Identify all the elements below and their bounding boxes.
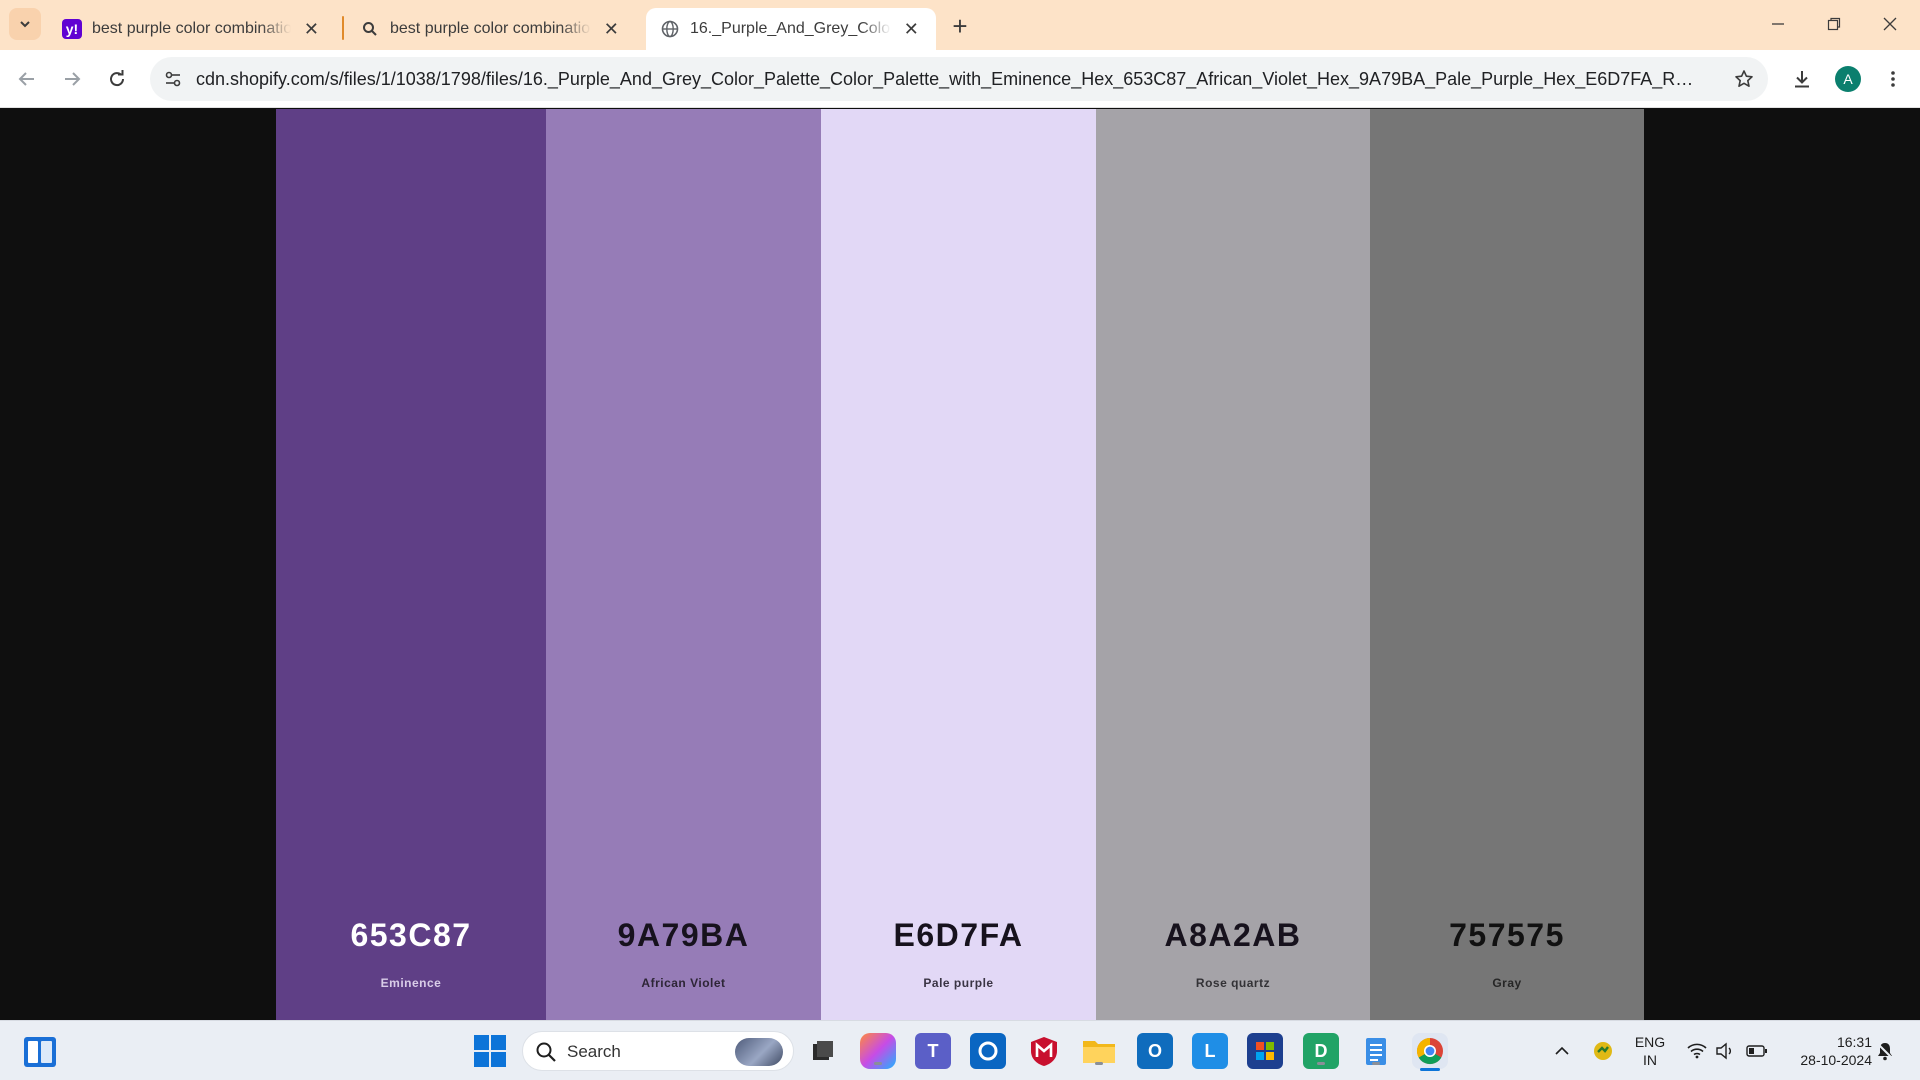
swatch-name: Pale purple [923, 976, 994, 990]
close-icon[interactable] [1862, 0, 1918, 48]
new-tab-icon[interactable]: + [952, 10, 968, 41]
close-tab-icon[interactable]: ✕ [903, 18, 919, 39]
mcafee-icon[interactable] [1026, 1033, 1062, 1069]
microsoft-store-icon[interactable] [1247, 1033, 1283, 1069]
swatch-eminence: 653C87 Eminence [276, 109, 546, 1020]
widgets-icon[interactable] [24, 1037, 56, 1067]
reload-icon[interactable] [99, 61, 135, 97]
yahoo-icon: y! [62, 19, 82, 39]
chevron-down-icon [20, 21, 30, 28]
search-placeholder: Search [567, 1042, 621, 1061]
search-icon [536, 1042, 556, 1062]
language-indicator[interactable]: ENG IN [1632, 1033, 1668, 1069]
url-text[interactable]: cdn.shopify.com/s/files/1/1038/1798/file… [196, 69, 1696, 89]
address-bar[interactable]: cdn.shopify.com/s/files/1/1038/1798/file… [150, 57, 1768, 101]
wifi-icon[interactable] [1684, 1035, 1710, 1067]
file-explorer-icon[interactable] [1081, 1033, 1117, 1069]
chrome-icon[interactable] [1412, 1033, 1448, 1071]
tab-title: 16._Purple_And_Grey_Color_Pal [690, 20, 891, 37]
back-icon[interactable] [9, 61, 45, 97]
swatch-african-violet: 9A79BA African Violet [546, 109, 821, 1020]
cortana-icon[interactable] [970, 1033, 1006, 1069]
tab-yahoo-search[interactable]: y! best purple color combination f ✕ [48, 8, 336, 50]
tab-strip: y! best purple color combination f ✕ bes… [0, 0, 1920, 50]
task-view-icon[interactable] [805, 1033, 841, 1069]
download-icon[interactable] [1784, 61, 1820, 97]
swatch-name: African Violet [641, 976, 726, 990]
swatch-gray: 757575 Gray [1370, 109, 1644, 1020]
tab-active-image[interactable]: 16._Purple_And_Grey_Color_Pal ✕ [646, 8, 936, 50]
profile-avatar[interactable]: A [1835, 66, 1861, 92]
swatch-hex: 653C87 [350, 917, 472, 953]
clock-date: 28-10-2024 [1800, 1052, 1872, 1068]
windows-start-icon[interactable] [474, 1035, 506, 1067]
close-tab-icon[interactable]: ✕ [303, 18, 319, 39]
browser-toolbar: cdn.shopify.com/s/files/1/1038/1798/file… [0, 50, 1920, 108]
swatch-hex: 757575 [1449, 917, 1565, 953]
volume-icon[interactable] [1712, 1035, 1738, 1067]
swatch-name: Gray [1492, 976, 1522, 990]
menu-icon[interactable] [1875, 61, 1911, 97]
swatch-hex: 9A79BA [617, 917, 750, 953]
battery-icon[interactable] [1744, 1035, 1770, 1067]
close-tab-icon[interactable]: ✕ [603, 18, 619, 39]
minimize-icon[interactable] [1750, 0, 1806, 48]
copilot-icon[interactable] [860, 1033, 896, 1069]
clock-time: 16:31 [1836, 1034, 1872, 1050]
restore-icon[interactable] [1806, 0, 1862, 48]
tab-search-button[interactable] [9, 8, 41, 40]
notification-bell-icon[interactable] [1872, 1035, 1898, 1067]
swatch-pale-purple: E6D7FA Pale purple [821, 109, 1096, 1020]
show-hidden-icons[interactable] [1552, 1035, 1572, 1067]
tab-search[interactable]: best purple color combination f ✕ [346, 8, 636, 50]
notepad-icon[interactable] [1358, 1033, 1394, 1069]
swatch-name: Rose quartz [1195, 976, 1271, 990]
color-palette-image: 653C87 Eminence 9A79BA African Violet E6… [276, 109, 1644, 1020]
clock[interactable]: 16:31 28-10-2024 [1782, 1033, 1872, 1069]
taskbar-search[interactable]: Search [522, 1031, 794, 1071]
globe-icon [660, 19, 680, 39]
tab-title: best purple color combination f [390, 20, 591, 37]
tab-separator [342, 16, 344, 40]
swatch-hex: E6D7FA [893, 917, 1024, 953]
search-icon [360, 19, 380, 39]
l-app-icon[interactable]: L [1192, 1033, 1228, 1069]
search-highlight-icon [735, 1038, 783, 1066]
tab-title: best purple color combination f [92, 20, 291, 37]
swatch-name: Eminence [380, 976, 442, 990]
swatch-rose-quartz: A8A2AB Rose quartz [1096, 109, 1370, 1020]
language-code: ENG [1634, 1034, 1666, 1050]
swatch-hex: A8A2AB [1164, 917, 1302, 953]
image-viewer: 653C87 Eminence 9A79BA African Violet E6… [0, 109, 1920, 1020]
taskbar: Search T O L D ENG IN [0, 1020, 1920, 1080]
outlook-icon[interactable]: O [1137, 1033, 1173, 1069]
teams-icon[interactable]: T [915, 1033, 951, 1069]
language-region: IN [1643, 1052, 1657, 1068]
d-app-icon[interactable]: D [1303, 1033, 1339, 1069]
network-status-icon[interactable] [1590, 1035, 1616, 1067]
forward-icon[interactable] [54, 61, 90, 97]
site-info-icon[interactable] [160, 66, 186, 92]
bookmark-star-icon[interactable] [1732, 67, 1756, 91]
